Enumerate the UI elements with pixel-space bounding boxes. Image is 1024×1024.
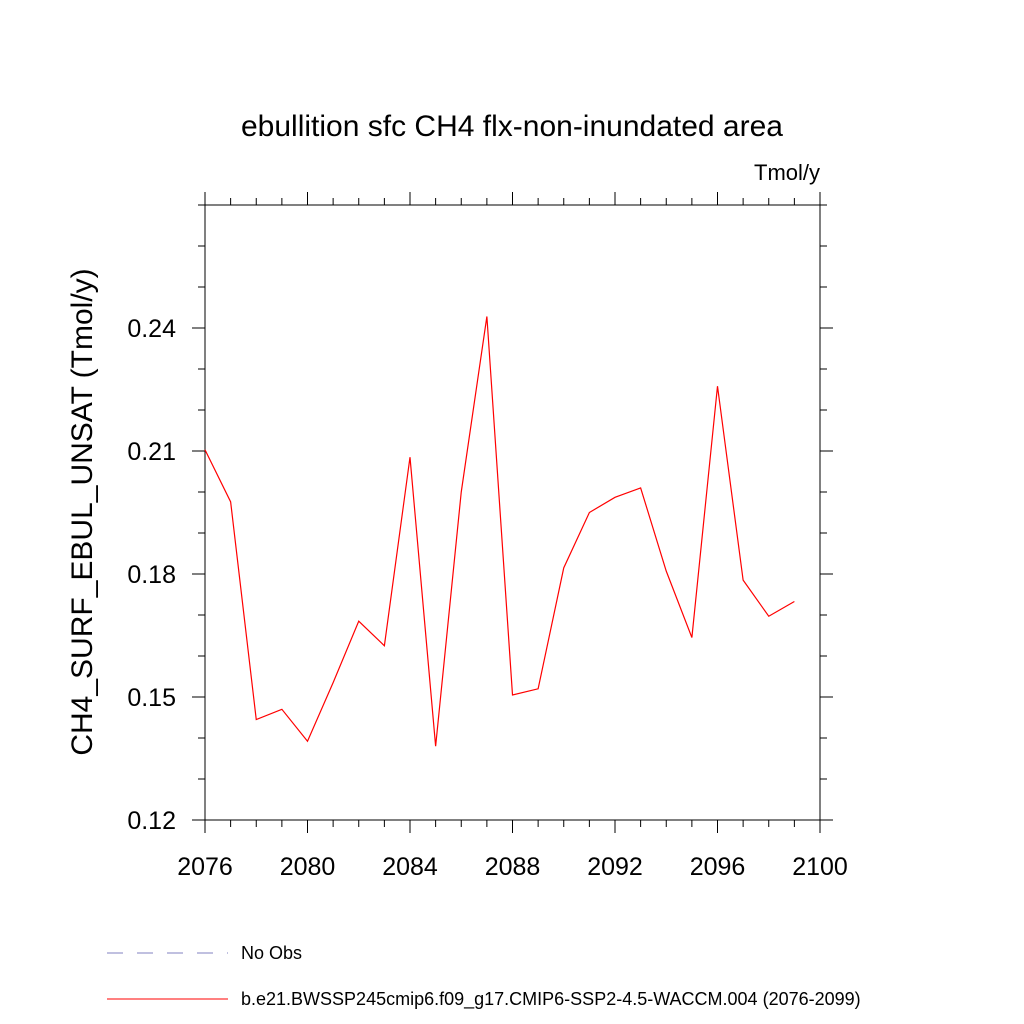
x-tick-label: 2096 bbox=[690, 853, 746, 881]
x-tick-label: 2080 bbox=[280, 853, 336, 881]
legend: No Obs b.e21.BWSSP245cmip6.f09_g17.CMIP6-… bbox=[107, 943, 861, 1010]
chart-title: ebullition sfc CH4 flx-non-inundated are… bbox=[241, 110, 783, 143]
x-tick-label: 2084 bbox=[382, 853, 438, 881]
legend-label: No Obs bbox=[241, 943, 302, 963]
y-tick-label: 0.15 bbox=[127, 684, 176, 712]
x-tick-label: 2092 bbox=[587, 853, 643, 881]
y-tick-label: 0.24 bbox=[127, 315, 176, 343]
y-tick-label: 0.21 bbox=[127, 438, 176, 466]
series-line bbox=[204, 316, 795, 747]
legend-label: b.e21.BWSSP245cmip6.f09_g17.CMIP6-SSP2-4… bbox=[241, 989, 861, 1010]
series-layer bbox=[204, 316, 795, 747]
x-tick-label: 2088 bbox=[485, 853, 541, 881]
y-tick-label: 0.12 bbox=[127, 807, 176, 835]
x-tick-label: 2100 bbox=[792, 853, 848, 881]
x-tick-label: 2076 bbox=[177, 853, 233, 881]
y-axis-label: CH4_SURF_EBUL_UNSAT (Tmol/y) bbox=[66, 268, 99, 755]
units-label: Tmol/y bbox=[754, 160, 820, 185]
axes: 2076 2080 2084 2088 2092 2096 2100 0.12 0.15 0.18… bbox=[127, 192, 848, 881]
y-tick-label: 0.18 bbox=[127, 561, 176, 589]
